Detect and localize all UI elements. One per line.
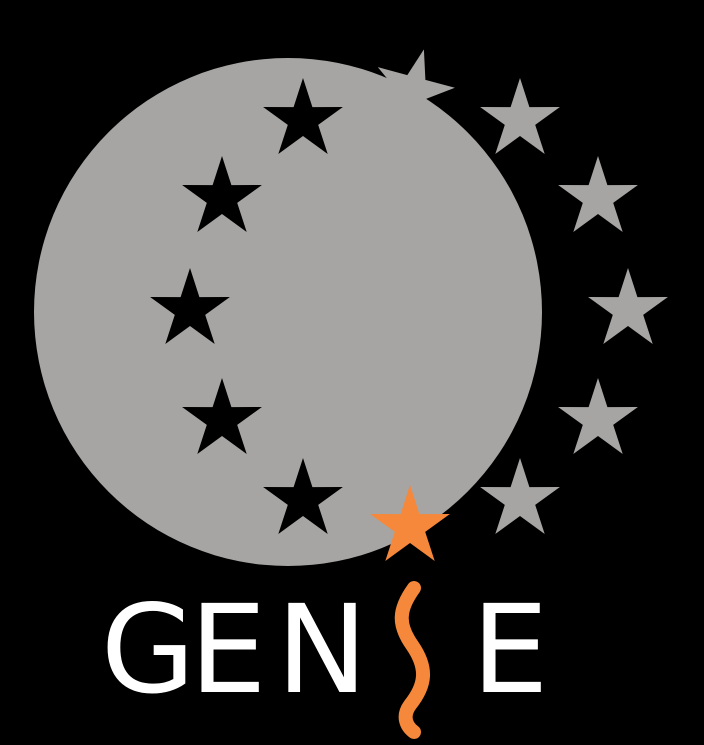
star xyxy=(558,156,638,232)
star xyxy=(377,49,455,130)
letter: E xyxy=(471,579,548,721)
stars xyxy=(150,49,668,561)
star xyxy=(150,268,230,344)
letter: N xyxy=(276,579,367,721)
star xyxy=(182,378,262,454)
star xyxy=(480,78,560,154)
star xyxy=(480,458,560,534)
letter: G xyxy=(101,579,196,721)
moon-circle xyxy=(34,58,542,566)
star xyxy=(182,156,262,232)
star xyxy=(558,378,638,454)
star xyxy=(370,485,450,561)
star xyxy=(263,78,343,154)
star xyxy=(263,458,343,534)
squiggle xyxy=(394,581,431,739)
star xyxy=(588,268,668,344)
letter: E xyxy=(189,579,266,721)
